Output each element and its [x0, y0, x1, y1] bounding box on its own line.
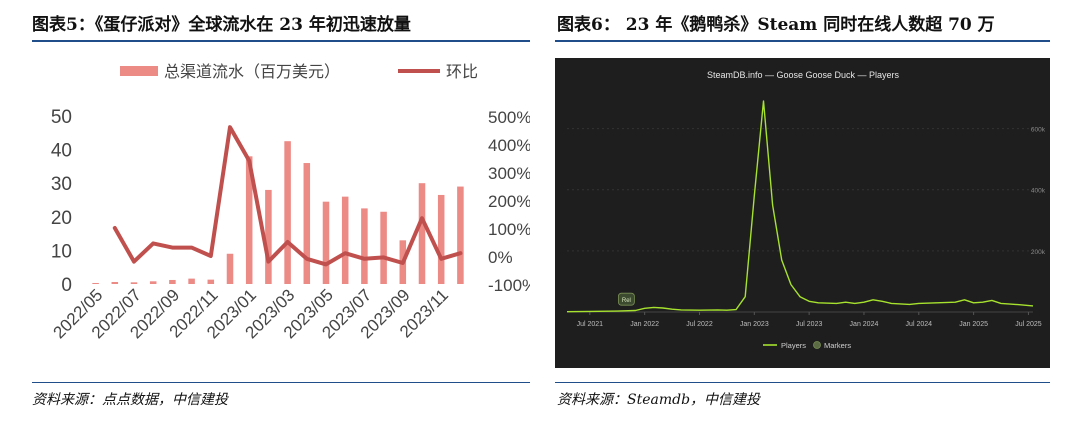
- revenue-bar: [226, 253, 234, 284]
- right-axis-tick-label: 300%: [488, 164, 530, 183]
- revenue-bar: [303, 163, 311, 284]
- revenue-bar: [437, 194, 445, 284]
- legend-bar-label: 总渠道流水（百万美元）: [164, 63, 340, 81]
- y-axis-tick-label: 400k: [1031, 188, 1046, 195]
- legend-bar-swatch: [120, 66, 158, 76]
- revenue-bar: [188, 278, 195, 284]
- figure-6: 图表6： 23 年《鹅鸭杀》Steam 同时在线人数超 70 万 SteamDB…: [555, 0, 1080, 424]
- left-axis-tick-label: 10: [51, 241, 72, 262]
- x-axis-tick-label: Jan 2024: [850, 321, 879, 328]
- y-axis-tick-label: 600k: [1031, 127, 1046, 134]
- x-axis-tick-label: Jul 2025: [1015, 321, 1042, 328]
- figure-5-source: 资料来源：点点数据，中信建投: [32, 392, 228, 408]
- figure-6-title: 图表6： 23 年《鹅鸭杀》Steam 同时在线人数超 70 万: [557, 15, 995, 35]
- y-axis-tick-label: 200k: [1031, 249, 1046, 256]
- revenue-bar: [169, 279, 176, 284]
- figure-6-chart: SteamDB.info — Goose Goose Duck — Player…: [555, 58, 1050, 368]
- chart-background: [555, 58, 1050, 368]
- figure-5-chart: 总渠道流水（百万美元） 环比 0 10 20 30 40 50 -100% 0% 100% 200% 3…: [50, 63, 530, 342]
- mom-growth-line: [112, 125, 463, 267]
- left-axis-tick-label: 30: [51, 174, 72, 195]
- legend-markers-swatch: [813, 341, 821, 349]
- revenue-bar: [341, 196, 349, 284]
- x-axis-tick-label: Jul 2021: [577, 321, 604, 328]
- revenue-bar: [130, 282, 138, 284]
- revenue-bar: [361, 208, 368, 284]
- figure-6-source: 资料来源：Steamdb，中信建投: [557, 392, 761, 408]
- right-axis-tick-label: -100%: [488, 276, 530, 295]
- chart-title: SteamDB.info — Goose Goose Duck — Player…: [707, 70, 900, 80]
- release-marker: [617, 292, 635, 306]
- revenue-bar: [418, 183, 426, 284]
- figure-5-title-rule: [32, 40, 530, 42]
- revenue-bar: [265, 189, 272, 284]
- revenue-bar: [284, 141, 291, 284]
- x-axis-tick-label: Jan 2025: [959, 321, 988, 328]
- right-axis-tick-label: 400%: [488, 136, 530, 155]
- figure-6-source-rule: [555, 382, 1050, 383]
- revenue-bar: [457, 186, 464, 284]
- left-axis-tick-label: 50: [51, 107, 72, 128]
- left-axis-tick-label: 40: [51, 141, 72, 162]
- figure-5: 图表5：《蛋仔派对》全球流水在 23 年初迅速放量 总渠道流水（百万美元） 环比 0…: [0, 0, 530, 424]
- x-axis-tick-label: Jul 2023: [796, 321, 823, 328]
- left-axis-tick-label: 20: [51, 208, 72, 229]
- players-line: [566, 100, 1034, 313]
- figure-5-legend: 总渠道流水（百万美元） 环比: [120, 63, 478, 81]
- revenue-bar: [149, 281, 157, 284]
- x-axis-tick-label: Jul 2022: [686, 321, 713, 328]
- x-axis-tick-label: Jan 2023: [740, 321, 769, 328]
- release-marker-label: Rel: [622, 298, 631, 304]
- right-axis-tick-label: 500%: [488, 108, 530, 127]
- revenue-bar: [322, 201, 330, 284]
- x-axis-tick-label: Jul 2024: [906, 321, 933, 328]
- right-axis-tick-label: 0%: [488, 248, 513, 267]
- right-axis-tick-label: 100%: [488, 220, 530, 239]
- revenue-bar: [245, 156, 253, 284]
- x-axis-tick-label: Jan 2022: [630, 321, 659, 328]
- figure-6-title-rule: [555, 40, 1050, 42]
- legend-line-label: 环比: [446, 63, 478, 81]
- revenue-bar: [207, 279, 215, 284]
- figure-5-title: 图表5：《蛋仔派对》全球流水在 23 年初迅速放量: [32, 15, 411, 35]
- right-axis-tick-label: 200%: [488, 192, 530, 211]
- revenue-bar: [92, 282, 99, 284]
- legend-markers-label: Markers: [824, 341, 851, 350]
- revenue-bar: [111, 281, 119, 284]
- legend-players-label: Players: [781, 341, 806, 350]
- left-axis-tick-label: 0: [61, 275, 72, 296]
- figure-5-source-rule: [32, 382, 530, 383]
- revenue-bar: [380, 211, 387, 284]
